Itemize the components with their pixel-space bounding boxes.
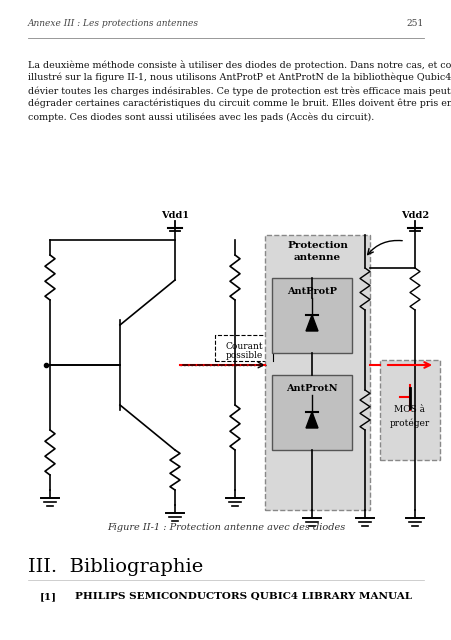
Text: La deuxième méthode consiste à utiliser des diodes de protection. Dans notre cas: La deuxième méthode consiste à utiliser … [28,60,451,70]
Text: antenne: antenne [293,253,341,262]
Text: 251: 251 [406,19,423,28]
Bar [215,335,272,361]
Text: III.  Bibliographie: III. Bibliographie [28,558,203,576]
Text: Vdd2: Vdd2 [400,211,428,220]
Text: protéger: protéger [389,419,429,428]
Bar [264,235,369,510]
Text: Protection: Protection [286,241,347,250]
Polygon shape [305,315,318,331]
Bar [272,375,351,450]
Bar [379,360,439,460]
Text: AntProtP: AntProtP [286,287,336,296]
Text: illustré sur la figure II-1, nous utilisons AntProtP et AntProtN de la bibliothè: illustré sur la figure II-1, nous utilis… [28,73,451,83]
Text: [1]: [1] [40,592,57,601]
Text: compte. Ces diodes sont aussi utilisées avec les pads (Accès du circuit).: compte. Ces diodes sont aussi utilisées … [28,112,373,122]
Text: MOS à: MOS à [394,405,424,414]
Polygon shape [305,412,318,428]
Text: possible: possible [225,351,262,360]
Text: dégrader certaines caractéristiques du circuit comme le bruit. Elles doivent êtr: dégrader certaines caractéristiques du c… [28,99,451,109]
Text: Courant: Courant [225,342,262,351]
Text: Annexe III : Les protections antennes: Annexe III : Les protections antennes [28,19,198,28]
Text: PHILIPS SEMICONDUCTORS QUBIC4 LIBRARY MANUAL: PHILIPS SEMICONDUCTORS QUBIC4 LIBRARY MA… [75,592,411,601]
Bar [272,278,351,353]
Text: Vdd1: Vdd1 [161,211,189,220]
Text: AntProtN: AntProtN [285,384,337,393]
Text: Figure II-1 : Protection antenne avec des diodes: Figure II-1 : Protection antenne avec de… [106,523,345,532]
Text: dévier toutes les charges indésirables. Ce type de protection est très efficace : dévier toutes les charges indésirables. … [28,86,450,95]
